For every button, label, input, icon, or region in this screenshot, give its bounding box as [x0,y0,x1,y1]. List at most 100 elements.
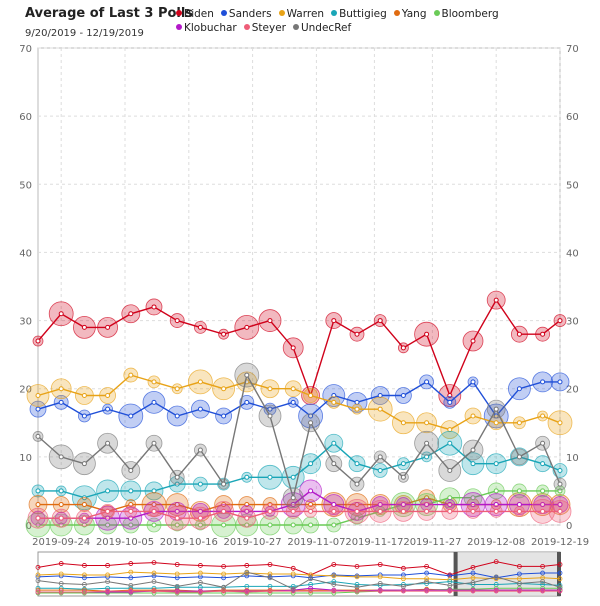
legend-item-buttigieg[interactable]: Buttigieg [331,7,387,21]
overview-right-handle[interactable] [557,552,561,596]
overview-point-steyer [35,589,41,595]
overview-point-steyer [128,588,134,594]
legend-item-yang[interactable]: Yang [393,7,427,21]
legend-item-biden[interactable]: Biden [176,7,214,21]
data-point-warren [424,420,430,426]
data-point-klobuchar [400,502,406,508]
y-tick-label-right: 10 [566,453,579,464]
overview-point-steyer [58,589,64,595]
data-point-warren [35,393,41,399]
overview-left-handle[interactable] [453,552,458,596]
overview-line-biden [37,561,561,576]
legend-item-warren[interactable]: Warren [278,7,325,21]
data-point-klobuchar [308,488,314,494]
legend-label: UndecRef [300,22,352,34]
overview-point-biden [377,562,383,567]
data-point-steyer [400,508,406,514]
legend-item-sanders[interactable]: Sanders [220,7,272,21]
overview-point-undecref [82,582,87,587]
data-point-bloomberg [128,522,134,528]
overview-point-steyer [151,588,157,594]
data-point-steyer [58,515,64,521]
legend-label: Warren [286,8,325,20]
overview-point-warren [128,569,134,575]
data-point-undecref [308,420,314,426]
data-point-buttigieg [267,474,273,480]
overview-point-undecref [244,569,250,575]
overview-point-undecref [35,578,41,584]
y-tick-label-right: 60 [566,112,579,123]
overview-point-biden [105,563,110,568]
data-point-yang [58,502,64,508]
data-point-undecref [105,440,111,446]
overview-point-biden [58,561,64,566]
data-point-sanders [557,379,563,385]
overview-point-undecref [128,583,134,588]
data-point-steyer [290,508,296,514]
x-tick-label: 2019-11-17 [345,537,403,548]
data-point-yang [35,502,41,508]
legend-item-steyer[interactable]: Steyer [243,21,286,35]
overview-point-biden [128,561,134,566]
data-point-sanders [447,399,453,405]
overview-point-sanders [128,575,134,581]
y-tick-label-left: 0 [26,521,32,532]
data-point-bloomberg [105,522,111,528]
data-point-biden [267,318,273,324]
data-point-warren [557,420,563,426]
data-point-bloomberg [516,488,522,494]
data-point-undecref [557,481,563,487]
data-point-warren [197,379,203,385]
overview-line-bloomberg [38,587,560,594]
data-point-steyer [540,508,546,514]
data-point-sanders [516,386,522,392]
x-tick-label: 2019-12-08 [467,537,525,548]
data-point-bloomberg [267,522,273,528]
overview-point-warren [197,570,203,576]
data-point-steyer [81,515,87,521]
data-point-buttigieg [58,488,64,494]
data-point-warren [81,393,87,399]
series-line-undecref [37,373,561,498]
overview-point-steyer [424,588,430,594]
data-point-undecref [354,481,360,487]
overview-point-steyer [470,588,476,594]
x-tick-label: 2019-10-27 [224,537,282,548]
overview-point-undecref [151,579,157,584]
overview-line-klobuchar [38,587,560,593]
legend-item-klobuchar[interactable]: Klobuchar [176,21,237,35]
data-point-sanders [424,379,430,385]
y-tick-label-right: 50 [566,180,579,191]
data-point-steyer [128,508,134,514]
legend-swatch [331,10,338,16]
legend-item-undecref[interactable]: UndecRef [292,21,352,35]
overview-point-warren [517,576,522,582]
y-tick-label-right: 0 [566,521,572,532]
data-point-bloomberg [221,522,227,528]
data-point-sanders [244,399,250,405]
overview-point-biden [331,562,337,567]
data-point-bloomberg [331,522,337,528]
overview-point-undecref [470,580,476,585]
y-tick-label-right: 70 [566,44,579,55]
overview-point-warren [377,574,383,580]
data-point-buttigieg [308,461,314,467]
overview-point-steyer [267,588,273,594]
data-point-bloomberg [308,522,314,528]
data-point-klobuchar [331,502,337,508]
data-point-undecref [424,440,430,446]
overview-point-undecref [424,579,430,584]
data-point-steyer [447,508,453,514]
data-point-undecref [128,467,134,473]
overview-point-biden [221,564,227,569]
data-point-warren [516,420,522,426]
overview-point-steyer [244,589,250,595]
legend-item-bloomberg[interactable]: Bloomberg [433,7,499,21]
data-point-bloomberg [447,495,453,501]
overview-line-undecref [37,571,561,590]
data-point-bloomberg [470,495,476,501]
series-line-sanders [37,380,560,418]
data-point-biden [470,338,476,344]
overview-point-undecref [557,584,563,590]
